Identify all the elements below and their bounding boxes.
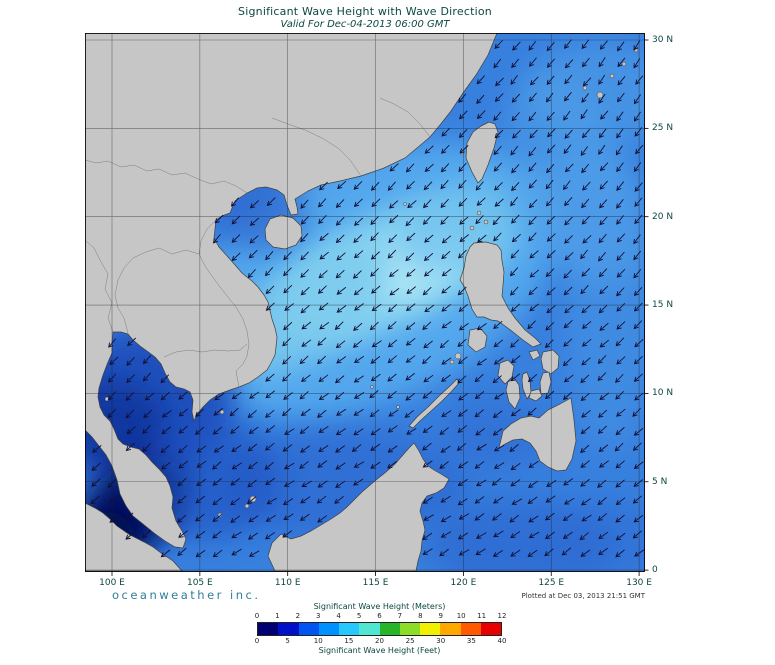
feet-tick: 5 <box>285 637 290 645</box>
feet-tick: 10 <box>313 637 323 645</box>
legend-meters-title: Significant Wave Height (Meters) <box>313 602 446 611</box>
colorbar-segment <box>399 623 420 635</box>
feet-tick: 0 <box>254 637 260 645</box>
y-axis-label: 0 <box>652 565 658 576</box>
feet-tick: 30 <box>436 637 446 645</box>
colorbar-segment <box>379 623 400 635</box>
meters-tick: 6 <box>377 612 382 620</box>
colorbar-segment <box>420 623 441 635</box>
colorbar-segment <box>440 623 461 635</box>
y-axis-label: 20 N <box>652 211 674 222</box>
meters-tick: 2 <box>295 612 301 620</box>
feet-tick: 25 <box>405 637 415 645</box>
meters-tick: 0 <box>254 612 260 620</box>
meters-tick: 5 <box>356 612 362 620</box>
landmass-bohol <box>528 388 543 402</box>
y-axis-label: 30 N <box>652 35 674 45</box>
meters-tick: 3 <box>316 612 321 620</box>
colorbar <box>257 622 502 636</box>
landmass-cebu <box>521 371 532 400</box>
landmass-sumatra <box>85 502 183 572</box>
y-axis-label: 15 N <box>652 300 674 311</box>
landmass-leyte <box>539 371 552 395</box>
meters-tick: 7 <box>397 612 403 620</box>
meters-tick-row: 0 1 2 3 4 5 6 7 8 9 10 11 12 <box>254 612 507 621</box>
meters-tick: 10 <box>456 612 466 620</box>
meters-tick: 4 <box>336 612 341 620</box>
feet-tick: 15 <box>344 637 354 645</box>
x-axis-label: 115 E <box>362 578 389 588</box>
x-axis-label: 125 E <box>538 578 565 588</box>
meters-tick: 9 <box>438 612 443 620</box>
x-axis-label: 105 E <box>186 578 213 588</box>
feet-tick-row: 0 5 10 15 20 25 30 35 40 <box>254 637 507 646</box>
valid-time-subtitle: Valid For Dec-04-2013 06:00 GMT <box>280 19 450 30</box>
title-block: Significant Wave Height with Wave Direct… <box>85 5 645 30</box>
longitude-axis: 100 E 105 E 110 E 115 E 120 E 125 E 130 E <box>0 578 775 591</box>
colorbar-segment <box>480 623 501 635</box>
colorbar-segment <box>359 623 380 635</box>
x-axis-label: 120 E <box>450 578 477 588</box>
landmass-luzon <box>459 241 542 348</box>
colorbar-segment <box>318 623 339 635</box>
x-axis-label: 110 E <box>274 578 301 588</box>
landmass-borneo <box>267 442 450 572</box>
feet-tick: 20 <box>375 637 384 645</box>
wave-direction-arrows <box>90 39 645 558</box>
meters-tick: 1 <box>275 612 280 620</box>
wave-height-map <box>85 33 649 576</box>
landmass-panay <box>497 359 515 385</box>
page-title: Significant Wave Height with Wave Direct… <box>238 5 492 18</box>
y-axis-label: 25 N <box>652 123 674 134</box>
landmass-hainan <box>264 214 303 250</box>
x-axis-label: 100 E <box>99 578 125 588</box>
feet-tick: 35 <box>466 637 476 645</box>
meters-tick: 12 <box>497 612 507 620</box>
colorbar-segment <box>460 623 481 635</box>
y-axis-label: 10 N <box>652 388 674 399</box>
landmass-mindanao <box>498 397 577 472</box>
meters-tick: 11 <box>477 612 487 620</box>
landmass-samar <box>540 349 560 375</box>
x-axis-label: 130 E <box>626 578 652 588</box>
oceanweather-branding: oceanweather inc. <box>112 588 261 602</box>
meters-tick: 8 <box>418 612 423 620</box>
colorbar-segment <box>278 623 299 635</box>
landmass-taiwan <box>465 121 499 184</box>
plotted-timestamp: Plotted at Dec 03, 2013 21:51 GMT <box>521 592 645 600</box>
landmass-masbate <box>528 349 541 361</box>
colorbar-segment <box>298 623 319 635</box>
legend-feet-title: Significant Wave Height (Feet) <box>318 646 441 655</box>
feet-tick: 40 <box>497 637 507 645</box>
y-axis-label: 5 N <box>652 476 668 487</box>
colorbar-segment <box>339 623 360 635</box>
colorbar-segment <box>258 623 279 635</box>
